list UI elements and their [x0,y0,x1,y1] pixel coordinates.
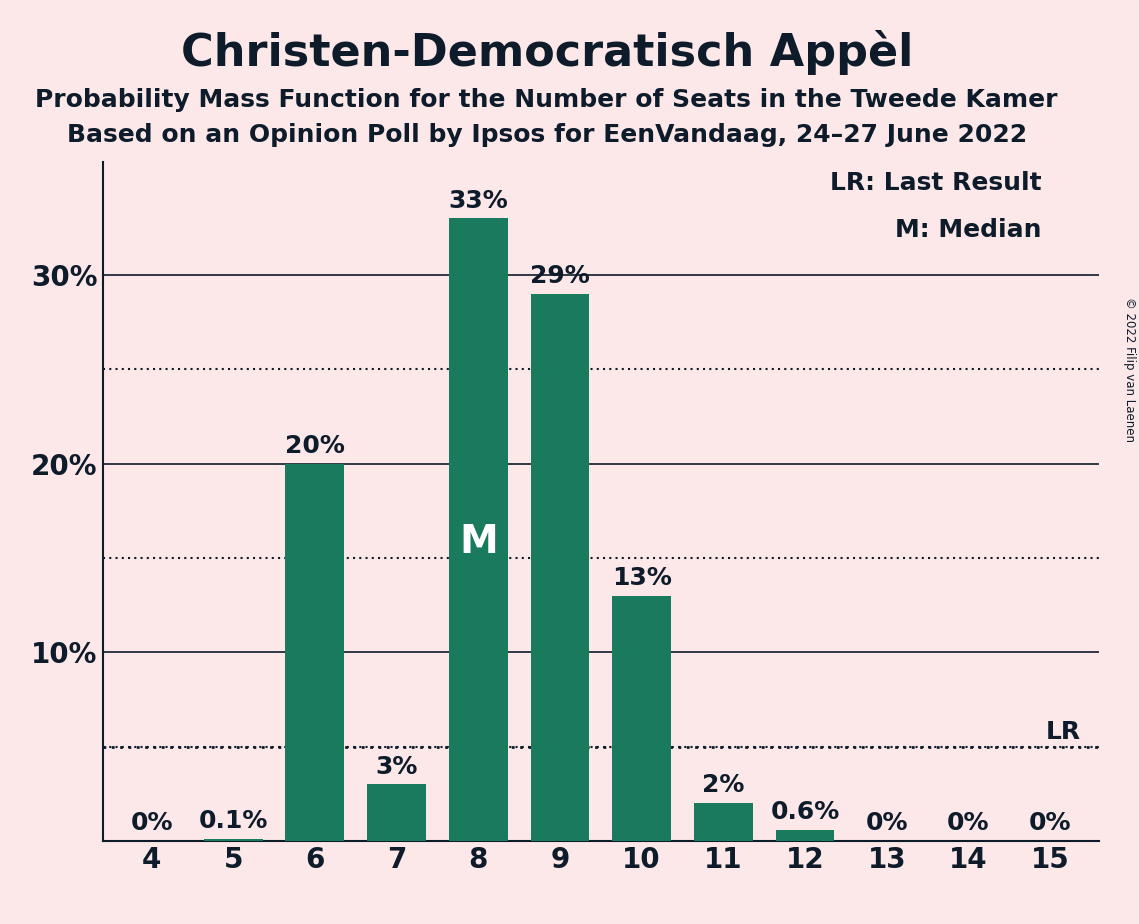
Text: 0.1%: 0.1% [198,809,268,833]
Bar [531,294,589,841]
Bar [286,464,344,841]
Text: Probability Mass Function for the Number of Seats in the Tweede Kamer: Probability Mass Function for the Number… [35,88,1058,112]
Text: 0%: 0% [130,811,173,835]
Bar [449,218,508,841]
Text: 0.6%: 0.6% [770,800,839,824]
Text: © 2022 Filip van Laenen: © 2022 Filip van Laenen [1123,298,1136,442]
Text: 0%: 0% [948,811,990,835]
Text: 13%: 13% [612,565,672,590]
Text: 20%: 20% [285,434,345,458]
Text: 0%: 0% [866,811,908,835]
Text: M: M [459,523,498,561]
Text: 3%: 3% [376,755,418,779]
Text: 29%: 29% [530,264,590,288]
Text: LR: Last Result: LR: Last Result [830,171,1042,195]
Text: M: Median: M: Median [895,218,1042,242]
Bar [367,784,426,841]
Bar [204,839,263,841]
Bar [694,803,753,841]
Text: 0%: 0% [1029,811,1072,835]
Text: 33%: 33% [449,188,508,213]
Text: 2%: 2% [702,773,745,797]
Bar [613,596,671,841]
Text: Christen-Democratisch Appèl: Christen-Democratisch Appèl [181,30,912,75]
Text: Based on an Opinion Poll by Ipsos for EenVandaag, 24–27 June 2022: Based on an Opinion Poll by Ipsos for Ee… [67,123,1026,147]
Text: LR: LR [1046,720,1081,744]
Bar [776,830,835,841]
